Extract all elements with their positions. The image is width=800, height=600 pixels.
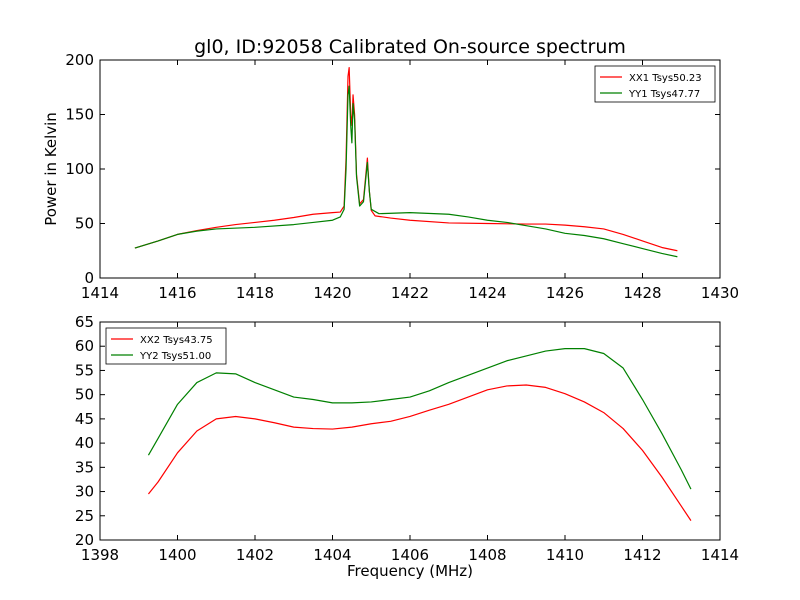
bottom-x-tick-label: 1406 [391, 546, 429, 564]
bottom-x-axis-label: Frequency (MHz) [347, 562, 473, 580]
bottom-y-tick-label: 20 [75, 531, 94, 549]
bottom-x-tick-label: 1404 [313, 546, 351, 564]
top-y-tick-label: 0 [84, 269, 94, 287]
bottom-x-tick-label: 1412 [623, 546, 661, 564]
top-legend-label-2: YY1 Tsys47.77 [628, 89, 700, 100]
bottom-series-line-2 [147, 348, 692, 490]
bottom-x-tick-label: 1398 [81, 546, 119, 564]
bottom-y-tick-label: 25 [75, 507, 94, 525]
bottom-x-tick-label: 1408 [468, 546, 506, 564]
top-x-tick-label: 1414 [81, 284, 119, 302]
top-y-tick-label: 50 [75, 215, 94, 233]
top-x-tick-label: 1428 [623, 284, 661, 302]
top-x-tick-label: 1424 [468, 284, 506, 302]
bottom-y-tick-label: 30 [75, 483, 94, 501]
bottom-y-tick-label: 35 [75, 458, 94, 476]
chart-title: gl0, ID:92058 Calibrated On-source spect… [194, 36, 626, 58]
bottom-legend-label-2: YY2 Tsys51.00 [139, 351, 211, 362]
bottom-x-tick-label: 1400 [158, 546, 196, 564]
top-x-tick-label: 1422 [391, 284, 429, 302]
bottom-panel: 1398 1400 1402 1404 1406 1408 1410 1412 1414 20 25… [75, 313, 739, 580]
top-series-line-2 [134, 85, 678, 258]
top-y-tick-label: 100 [65, 160, 94, 178]
bottom-y-tick-label: 40 [75, 434, 94, 452]
bottom-y-tick-label: 60 [75, 337, 94, 355]
top-panel: 1414 1416 1418 1420 1422 1424 1426 1428 1430 0 50 1… [42, 51, 739, 302]
bottom-y-tick-label: 65 [75, 313, 94, 331]
bottom-legend-label-1: XX2 Tsys43.75 [140, 335, 213, 346]
top-y-axis-label: Power in Kelvin [42, 112, 60, 226]
top-x-tick-label: 1418 [236, 284, 274, 302]
top-y-tick-label: 150 [65, 106, 94, 124]
bottom-x-tick-label: 1414 [701, 546, 739, 564]
top-x-tick-label: 1430 [701, 284, 739, 302]
top-y-tick-label: 200 [65, 51, 94, 69]
top-x-tick-label: 1426 [546, 284, 584, 302]
top-x-tick-label: 1416 [158, 284, 196, 302]
bottom-series-line-1 [147, 384, 692, 521]
bottom-y-tick-label: 45 [75, 410, 94, 428]
bottom-legend-box [105, 327, 227, 365]
top-legend-label-1: XX1 Tsys50.23 [629, 73, 702, 84]
top-x-tick-label: 1420 [313, 284, 351, 302]
bottom-x-tick-label: 1402 [236, 546, 274, 564]
bottom-x-tick-label: 1410 [546, 546, 584, 564]
bottom-y-tick-label: 55 [75, 361, 94, 379]
bottom-y-tick-label: 50 [75, 386, 94, 404]
top-legend-box [594, 65, 716, 103]
